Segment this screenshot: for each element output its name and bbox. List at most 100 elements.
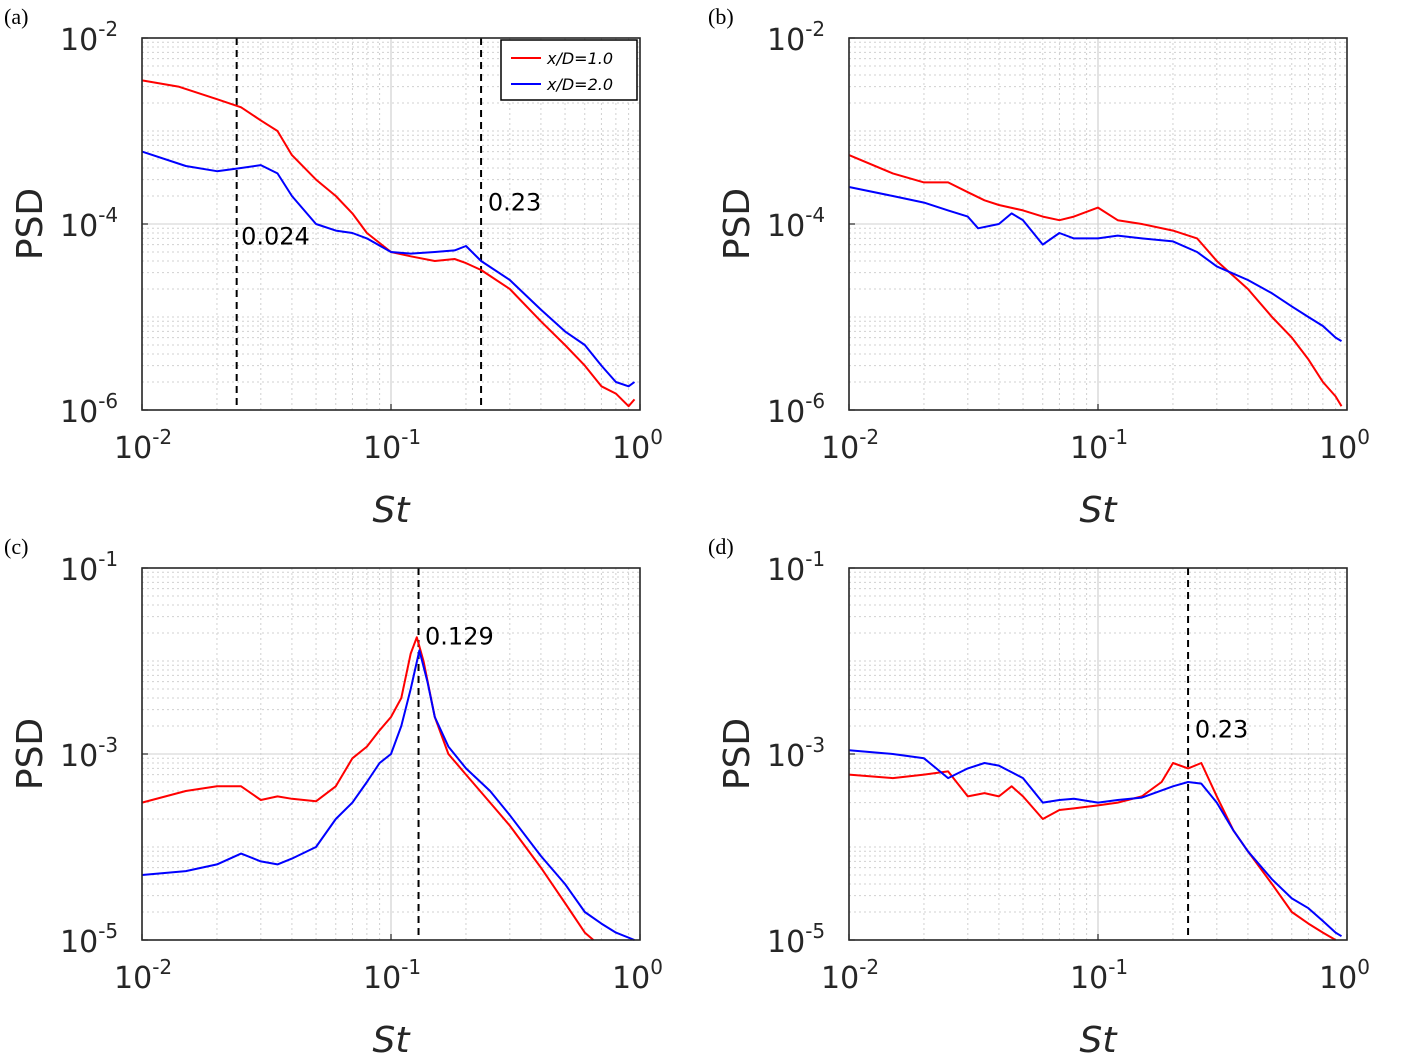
y-tick-base: 10 [60,23,98,58]
y-tick-exponent: -6 [98,389,118,413]
x-tick-label: 10-1 [363,955,421,996]
panel-label: (c) [4,534,28,559]
x-tick-base: 10 [821,961,859,996]
panel-label: (d) [708,534,734,559]
x-tick-exponent: -2 [859,425,879,449]
series-line-x/D=1.0 [848,762,1337,941]
y-tick-label: 10-1 [767,547,825,588]
y-axis-label: PSD [10,718,51,790]
series-line-x/D=1.0 [848,154,1343,407]
y-tick-base: 10 [767,925,805,960]
x-tick-exponent: -2 [152,425,172,449]
panel-label: (a) [4,4,28,29]
x-axis-label: St [1080,490,1119,531]
legend-box [500,39,638,101]
x-tick-base: 10 [363,961,401,996]
y-tick-label: 10-2 [60,17,118,58]
y-tick-base: 10 [767,395,805,430]
x-tick-exponent: -2 [859,955,879,979]
x-tick-label: 100 [1319,425,1370,466]
x-tick-label: 10-2 [821,425,879,466]
y-tick-base: 10 [767,739,805,774]
panel-label: (b) [708,4,734,29]
y-tick-exponent: -1 [98,547,118,571]
x-tick-label: 100 [1319,955,1370,996]
grid [848,568,1347,941]
series-line-x/D=2.0 [848,749,1343,938]
y-tick-base: 10 [60,395,98,430]
x-tick-label: 10-1 [1070,955,1128,996]
marker-label-0.23: 0.23 [488,188,541,216]
x-tick-base: 10 [821,431,859,466]
y-tick-exponent: -6 [805,389,825,413]
x-tick-label: 10-2 [821,955,879,996]
y-tick-exponent: -4 [805,203,825,227]
y-tick-label: 10-5 [60,919,118,960]
x-tick-exponent: -1 [401,955,421,979]
x-tick-exponent: -2 [152,955,172,979]
y-tick-label: 10-4 [767,203,825,244]
y-tick-label: 10-3 [60,733,118,774]
y-tick-exponent: -4 [98,203,118,227]
y-tick-exponent: -5 [98,919,118,943]
x-tick-label: 10-1 [1070,425,1128,466]
x-tick-label: 100 [612,955,663,996]
y-tick-label: 10-6 [767,389,825,430]
y-tick-base: 10 [60,739,98,774]
x-tick-exponent: -1 [1108,955,1128,979]
y-axis-label: PSD [10,188,51,260]
y-tick-base: 10 [60,209,98,244]
x-tick-base: 10 [363,431,401,466]
x-tick-base: 10 [1319,961,1357,996]
x-tick-base: 10 [612,961,650,996]
x-tick-label: 10-2 [114,955,172,996]
series-line-x/D=2.0 [848,186,1343,342]
grid [141,38,640,411]
marker-label-0.024: 0.024 [241,223,310,251]
legend-label: x/D=2.0 [546,75,613,94]
x-tick-label: 100 [612,425,663,466]
y-tick-exponent: -2 [805,17,825,41]
y-tick-exponent: -5 [805,919,825,943]
x-tick-exponent: 0 [650,955,663,979]
y-tick-base: 10 [767,23,805,58]
y-tick-label: 10-4 [60,203,118,244]
x-tick-label: 10-1 [363,425,421,466]
x-tick-exponent: 0 [650,425,663,449]
x-tick-exponent: 0 [1357,955,1370,979]
series-line-x/D=1.0 [141,79,636,408]
series-line-x/D=1.0 [141,636,595,941]
x-tick-label: 10-2 [114,425,172,466]
x-tick-base: 10 [1070,431,1108,466]
y-tick-label: 10-5 [767,919,825,960]
y-tick-base: 10 [767,553,805,588]
marker-label-0.129: 0.129 [425,623,494,651]
series-line-x/D=2.0 [141,150,636,388]
y-tick-label: 10-1 [60,547,118,588]
y-tick-exponent: -3 [805,733,825,757]
y-axis-label: PSD [717,718,758,790]
y-tick-exponent: -3 [98,733,118,757]
x-tick-exponent: -1 [1108,425,1128,449]
y-tick-exponent: -2 [98,17,118,41]
y-tick-base: 10 [60,553,98,588]
series-line-x/D=2.0 [141,649,635,941]
y-axis-label: PSD [717,188,758,260]
y-tick-label: 10-6 [60,389,118,430]
y-tick-base: 10 [60,925,98,960]
y-tick-label: 10-3 [767,733,825,774]
x-tick-base: 10 [1319,431,1357,466]
legend-label: x/D=1.0 [546,49,613,68]
marker-label-0.23: 0.23 [1195,716,1248,744]
y-tick-label: 10-2 [767,17,825,58]
x-tick-base: 10 [612,431,650,466]
x-tick-exponent: -1 [401,425,421,449]
y-tick-exponent: -1 [805,547,825,571]
grid [848,38,1347,411]
x-tick-exponent: 0 [1357,425,1370,449]
